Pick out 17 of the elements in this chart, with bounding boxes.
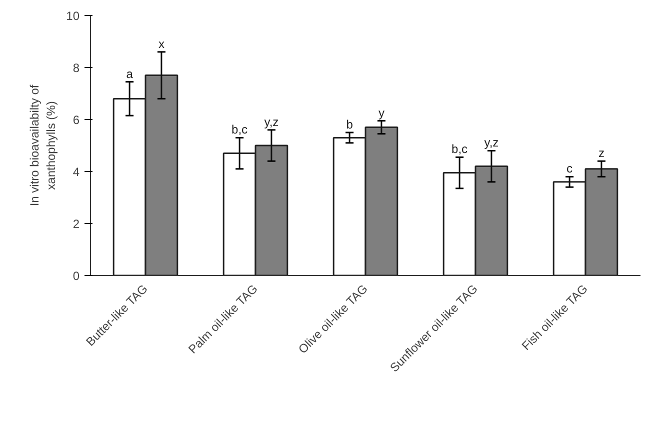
y-axis-title: In vitro bioavailabilty of xanthophylls (%) (27, 84, 58, 206)
y-tick-label: 10 (66, 9, 80, 23)
y-tick-label: 8 (72, 61, 80, 75)
y-tick-label: 2 (72, 217, 80, 231)
data-label: y (378, 106, 384, 120)
data-label: b (346, 118, 354, 132)
data-label: x (158, 36, 164, 51)
data-label: b,c (452, 142, 468, 156)
y-tick-label: 4 (72, 165, 80, 179)
data-label: z (598, 146, 604, 160)
y-tick-label: 0 (72, 269, 80, 283)
data-label: a (126, 66, 134, 81)
data-label: c (566, 162, 573, 176)
y-tick-label: 6 (72, 113, 80, 127)
data-label: y,z (264, 114, 279, 129)
data-label: y,z (484, 136, 499, 150)
data-label: b,c (232, 122, 248, 137)
